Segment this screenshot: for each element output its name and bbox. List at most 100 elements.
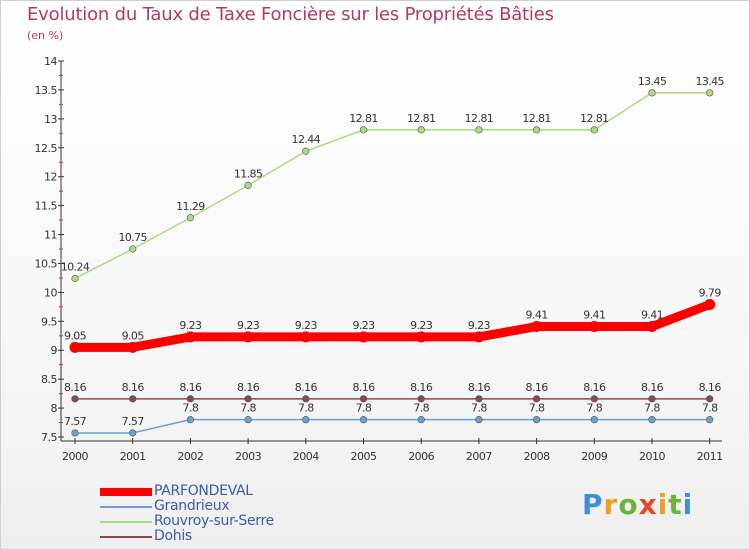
series-line-rouvroy-sur-serre (74, 92, 711, 280)
y-tick-label: 7.5 (41, 431, 57, 444)
data-point (359, 395, 368, 403)
x-tick-label: 2004 (293, 450, 319, 463)
data-point (475, 126, 483, 134)
data-label: 8.16 (352, 381, 375, 394)
data-label: 12.81 (522, 112, 551, 125)
data-point (706, 416, 714, 424)
data-label: 7.8 (240, 402, 256, 415)
data-label: 8.16 (699, 381, 722, 394)
legend-label: PARFONDEVAL (154, 483, 253, 499)
legend-item: Grandrieux (100, 498, 360, 515)
data-label: 7.57 (122, 415, 145, 428)
data-point (415, 331, 427, 343)
data-point (71, 274, 79, 283)
data-point (244, 395, 252, 403)
y-tick-label: 8 (51, 402, 58, 415)
data-label: 9.41 (583, 309, 605, 322)
data-label: 10.24 (61, 261, 90, 274)
data-label: 9.41 (641, 309, 663, 322)
data-label: 11.85 (234, 167, 263, 180)
y-tick-label: 9 (51, 344, 58, 357)
data-point (532, 126, 541, 134)
data-label: 8.16 (468, 381, 491, 394)
data-point (71, 395, 79, 403)
data-point (127, 341, 139, 353)
data-label: 8.16 (179, 381, 202, 394)
data-label: 7.8 (529, 402, 545, 415)
x-tick-label: 2007 (466, 450, 492, 463)
data-label: 9.23 (179, 319, 202, 332)
chart-subtitle: (en %) (27, 29, 64, 42)
data-label: 11.29 (176, 200, 205, 213)
x-tick-label: 2002 (177, 450, 203, 463)
legend-item: PARFONDEVAL (100, 483, 360, 500)
data-label: 8.16 (237, 381, 260, 394)
data-point (358, 331, 369, 343)
y-tick-label: 13.5 (35, 84, 58, 97)
y-tick-label: 9.5 (41, 315, 57, 328)
legend-label: Grandrieux (154, 498, 230, 514)
data-label: 9.23 (410, 319, 433, 332)
data-label: 7.8 (586, 402, 602, 415)
legend-swatch (100, 521, 152, 523)
y-tick-label: 14 (44, 55, 57, 68)
series-line-grandrieux (74, 418, 711, 434)
data-label: 7.8 (702, 402, 718, 415)
data-point (590, 126, 598, 134)
data-point (532, 416, 541, 424)
chart-title: Evolution du Taux de Taxe Foncière sur l… (27, 4, 554, 25)
data-label: 8.16 (64, 381, 87, 394)
data-point (129, 245, 137, 253)
y-tick-label: 13 (44, 113, 57, 126)
data-label: 13.45 (638, 75, 667, 88)
data-label: 8.16 (583, 381, 606, 394)
legend-item: Rouvroy-sur-Serre (100, 513, 360, 530)
data-label: 8.16 (526, 381, 549, 394)
data-label: 12.81 (465, 112, 494, 125)
data-label: 8.16 (122, 381, 145, 394)
x-tick-label: 2011 (697, 450, 723, 463)
data-point (706, 395, 714, 403)
data-point (302, 147, 310, 155)
data-point (648, 89, 656, 97)
data-point (706, 89, 714, 97)
data-point (646, 321, 658, 333)
legend-swatch (100, 506, 152, 508)
data-point (242, 331, 254, 343)
x-tick-label: 2001 (120, 450, 146, 463)
y-tick-label: 10 (44, 286, 57, 299)
data-point (184, 331, 196, 343)
data-point (300, 331, 312, 343)
x-tick-label: 2000 (62, 450, 88, 463)
data-point (302, 416, 310, 424)
data-label: 10.75 (118, 231, 147, 244)
data-point (417, 416, 425, 424)
data-point (648, 416, 656, 424)
data-label: 7.8 (413, 402, 429, 415)
data-label: 7.8 (644, 402, 660, 415)
x-tick-label: 2008 (524, 450, 550, 463)
data-point (590, 416, 598, 424)
data-label: 12.44 (292, 133, 321, 146)
data-label: 9.05 (64, 329, 87, 342)
data-point (473, 331, 485, 343)
legend-item: Dohis (100, 528, 360, 545)
data-point (417, 395, 425, 403)
x-tick-label: 2006 (408, 450, 434, 463)
data-point (704, 299, 716, 311)
data-label: 9.23 (468, 319, 491, 332)
data-point (129, 395, 137, 403)
data-point (186, 395, 194, 403)
data-label: 8.16 (295, 381, 318, 394)
data-point (244, 416, 252, 424)
data-label: 7.8 (298, 402, 314, 415)
data-label: 9.41 (526, 309, 548, 322)
data-point (186, 416, 194, 424)
data-label: 8.16 (410, 381, 433, 394)
data-point (129, 429, 137, 437)
data-point (475, 416, 483, 424)
data-point (186, 214, 194, 222)
data-label: 7.8 (471, 402, 487, 415)
data-label: 9.23 (352, 319, 375, 332)
